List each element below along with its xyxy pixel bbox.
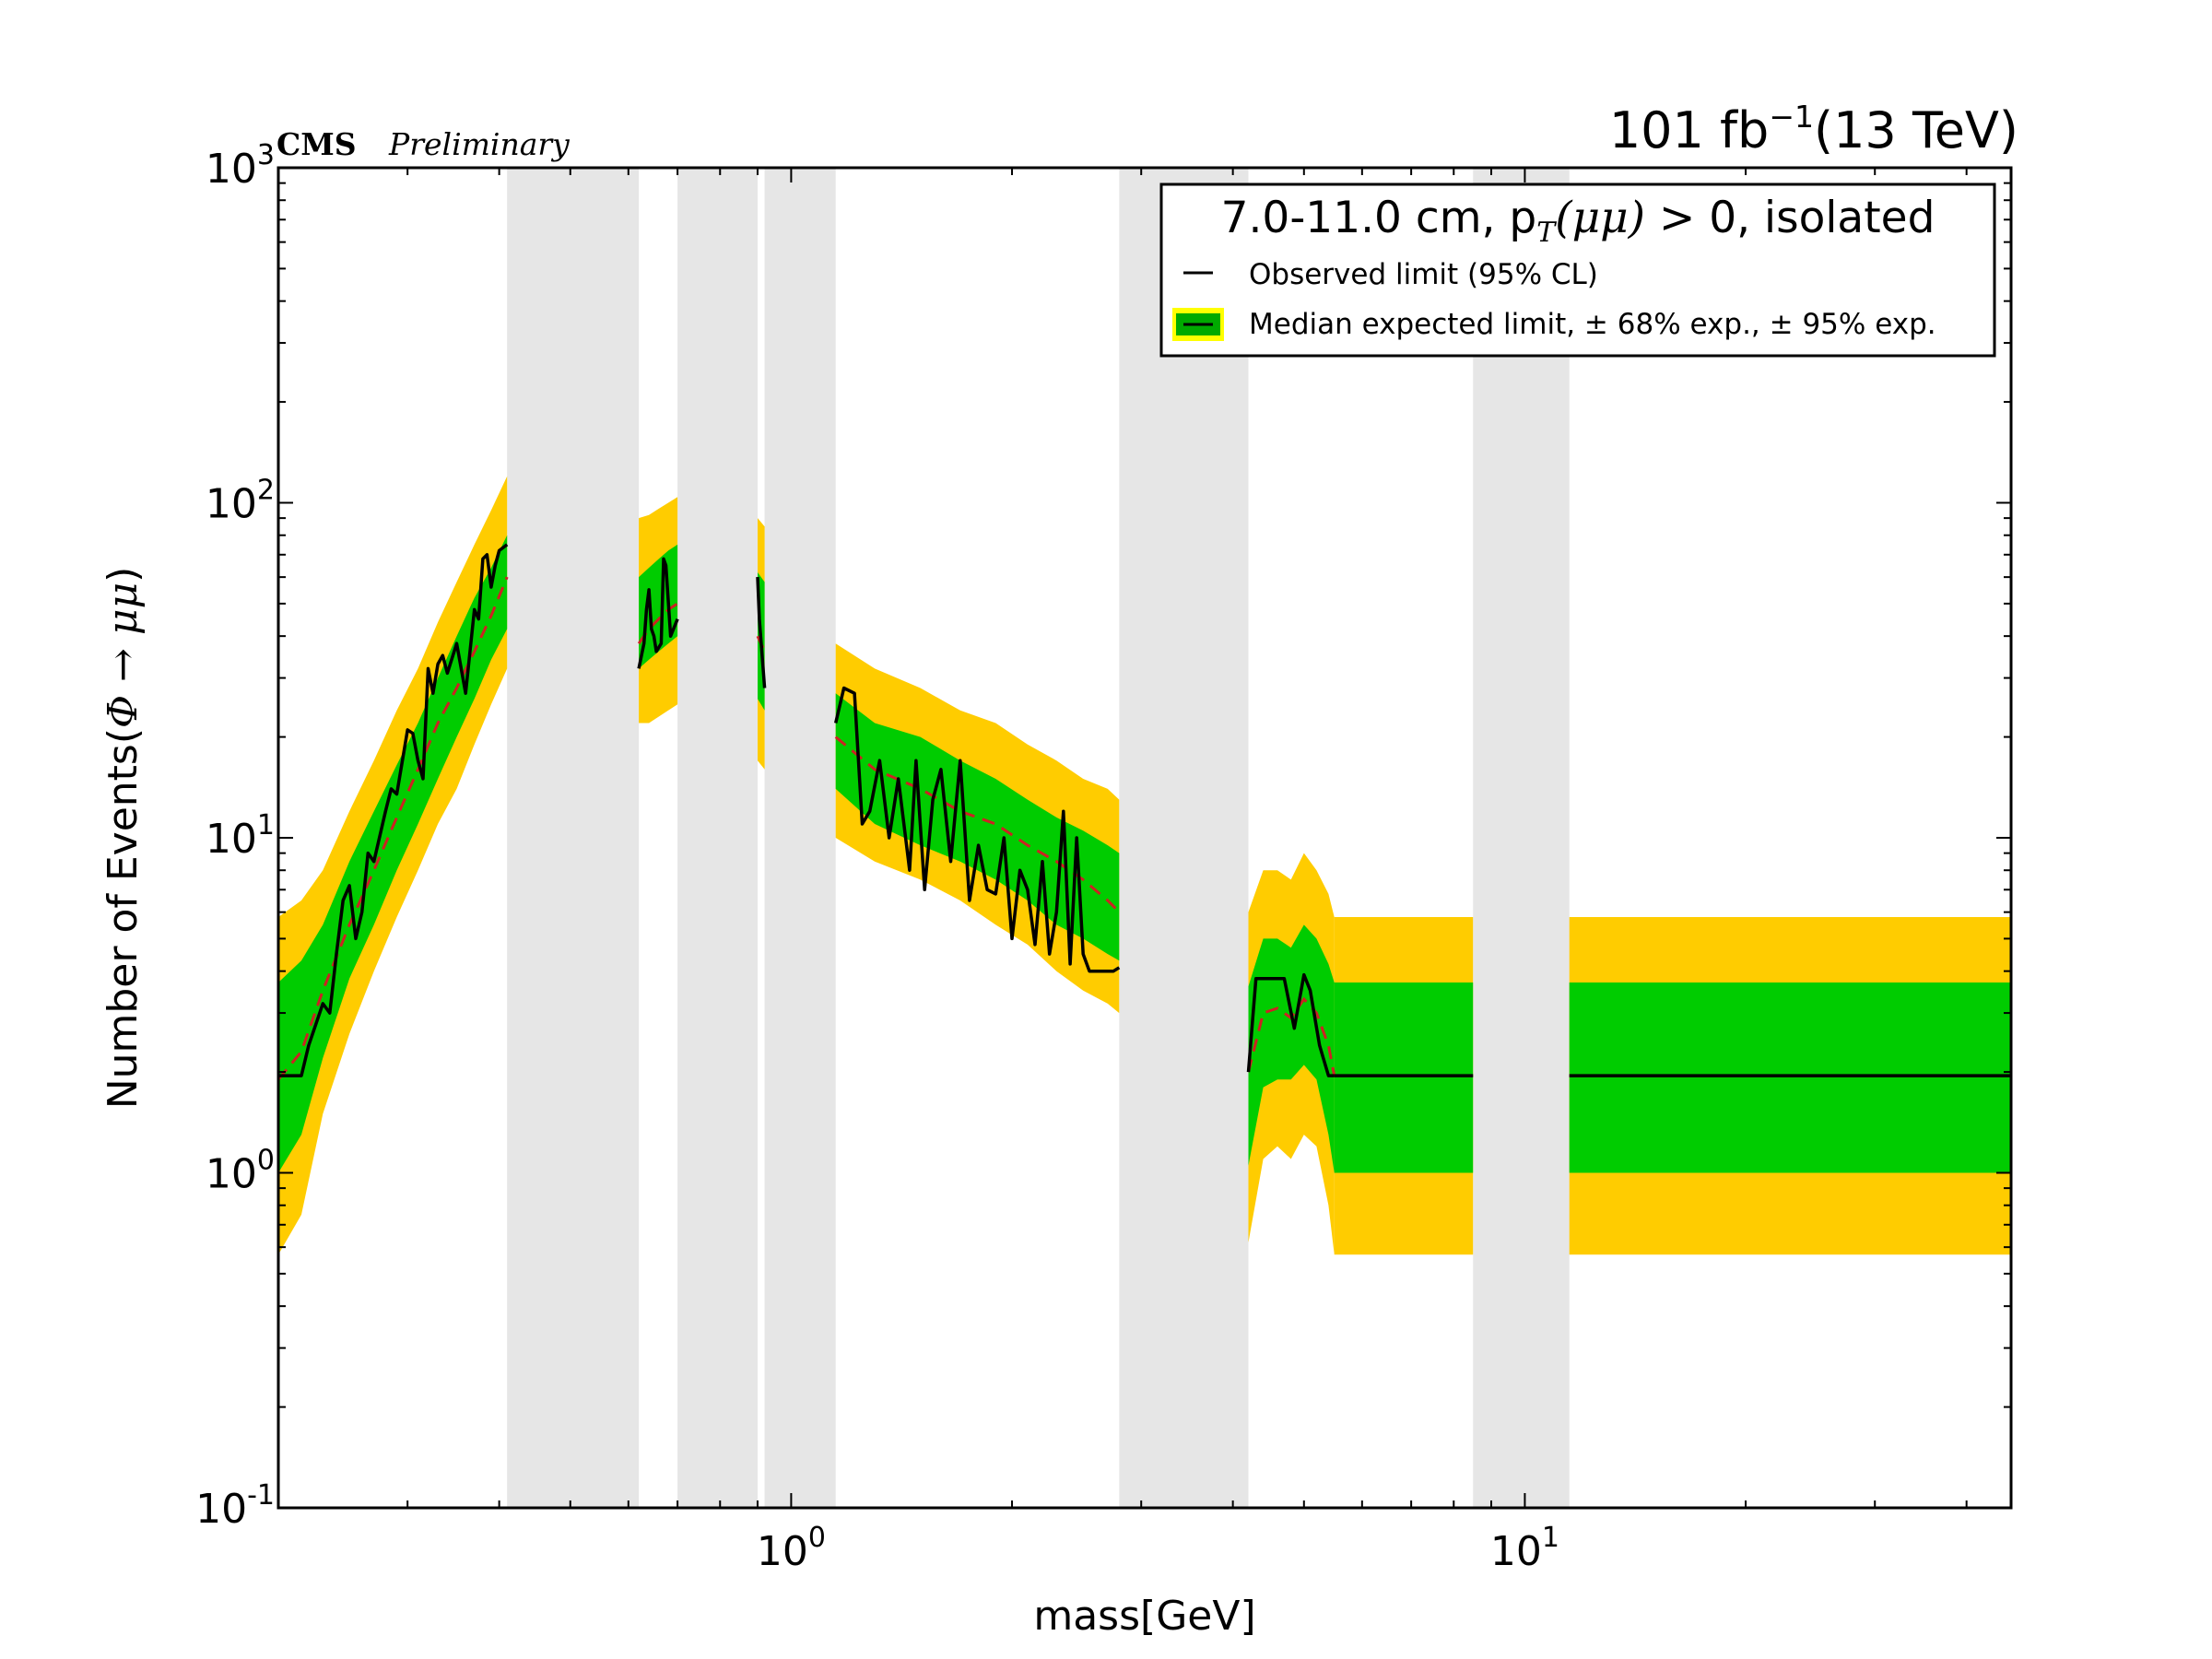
legend-title-sub: T [1536,217,1557,249]
band68-segment-3 [835,693,1120,961]
band68-segment-4 [1248,924,1335,1173]
y-tick-label-2-base: 10 [206,816,257,863]
x-tick-label-1-base: 10 [1490,1528,1542,1575]
observed-line-segment-0 [278,543,509,1077]
y-tick-label-0: 10-1 [195,1479,275,1533]
y-tick-label-1-base: 10 [206,1151,257,1198]
x-axis-title: mass[GeV] [1033,1593,1255,1640]
legend-title-mid: (μμ) [1555,193,1645,243]
observed-line-segment-3 [833,686,1121,973]
y-title-math: Φ → μμ [100,582,147,728]
band68-segment-5 [1334,982,1474,1173]
x-tick-label-1-exp: 1 [1542,1522,1559,1554]
masked-region-0 [507,168,640,1508]
observed-line-segment-4 [1246,972,1335,1077]
lumi-pre: 101 fb [1609,101,1770,159]
masked-regions [507,168,1570,1508]
x-tick-label-0: 100 [757,1522,826,1575]
y-tick-label-1: 100 [206,1145,275,1198]
masked-region-1 [677,168,758,1508]
y-tick-label-1-exp: 0 [257,1145,275,1177]
y-title-post: ) [100,567,147,582]
band68-segment-6 [1569,982,2011,1173]
legend-observed-label: Observed limit (95% CL) [1249,258,1598,291]
y-tick-label-0-exp: -1 [247,1479,275,1512]
x-tick-label-1: 101 [1490,1522,1559,1575]
legend-title-pre: 7.0-11.0 cm, p [1221,193,1537,243]
legend-title: 7.0-11.0 cm, pT(μμ) > 0, isolated [1221,193,1936,249]
y-tick-label-2-exp: 1 [257,809,275,841]
masked-region-3 [1119,168,1249,1508]
observed-line-segment-1 [637,557,679,669]
plot-frame [276,166,2013,1510]
y-title-pre: Number of Events( [100,728,147,1109]
y-tick-label-3-base: 10 [206,481,257,528]
masked-region-2 [764,168,836,1508]
y-tick-label-0-base: 10 [195,1486,247,1533]
legend-title-post: > 0, isolated [1645,193,1935,243]
y-tick-label-4-base: 10 [206,146,257,193]
expected-line-segment-0 [278,576,509,1081]
y-tick-label-3: 102 [206,475,275,528]
preliminary-label: Preliminary [388,126,570,162]
legend-box [1159,182,1996,358]
legend: 7.0-11.0 cm, pT(μμ) > 0, isolated Observ… [1159,182,1996,358]
band-68 [278,535,2011,1173]
masked-region-4 [1473,168,1570,1508]
y-tick-label-4: 103 [206,139,275,193]
y-tick-label-2: 101 [206,809,275,863]
cms-label: CMS [276,126,357,162]
y-tick-label-3-exp: 2 [257,475,275,507]
lumi-sup: −1 [1769,99,1814,135]
band68-segment-0 [278,535,508,1173]
y-axis-title: Number of Events(Φ → μμ) [100,567,147,1110]
lumi-post: (13 TeV) [1814,101,2018,159]
legend-expected-label: Median expected limit, ± 68% exp., ± 95%… [1249,308,1936,341]
observed-line-segment-2 [756,577,767,688]
y-tick-label-4-exp: 3 [257,139,275,171]
observed-lines [278,543,2011,1077]
x-tick-label-0-exp: 0 [808,1522,826,1554]
lumi-label: 101 fb−1(13 TeV) [1609,99,2018,159]
x-tick-label-0-base: 10 [757,1528,808,1575]
